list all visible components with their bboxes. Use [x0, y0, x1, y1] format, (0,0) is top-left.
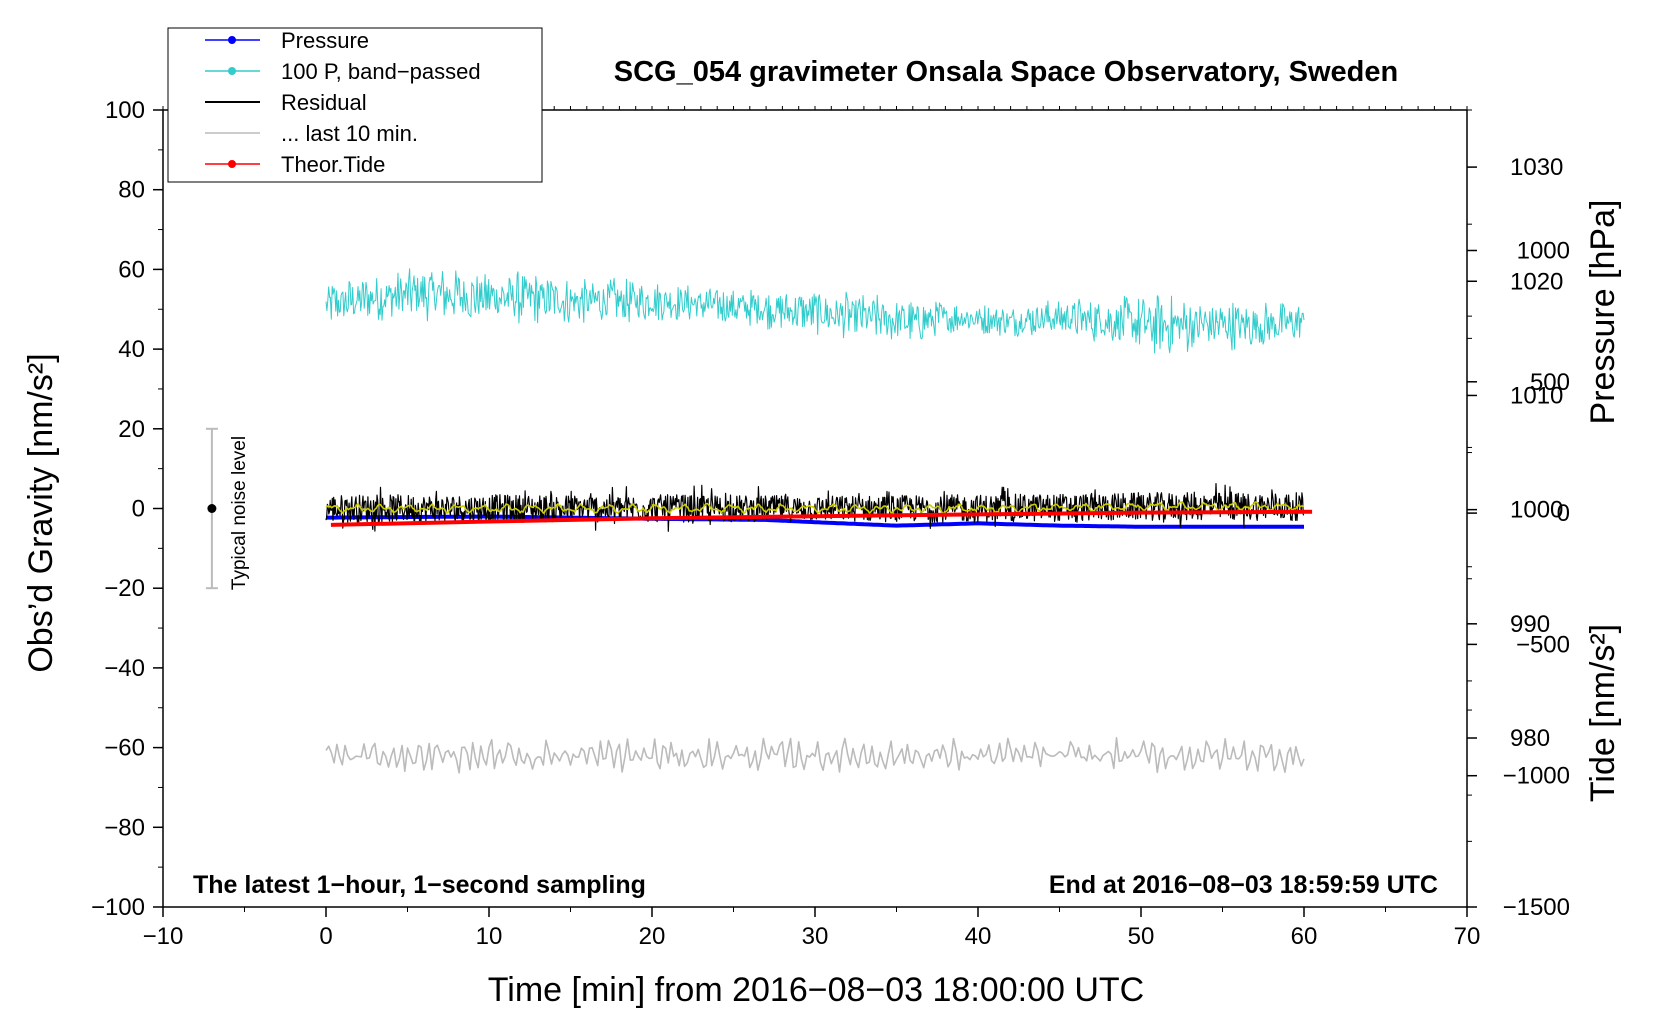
- legend-item-pressure-marker: [228, 36, 236, 44]
- pressure-tick-label: 990: [1510, 611, 1550, 638]
- tide-tick-label: −1500: [1503, 894, 1570, 921]
- legend: Pressure 100 P, band−passed Residual ... la…: [167, 27, 543, 183]
- y-tick-label: 100: [105, 97, 145, 124]
- plot-series: [205, 268, 1313, 774]
- series-theor-tide: [330, 509, 1313, 527]
- legend-item-100-p-band-passed-label: 100 P, band−passed: [281, 59, 481, 84]
- x-tick-label: 40: [965, 923, 992, 950]
- x-tick-label: 10: [476, 923, 503, 950]
- series-last-10-min: [325, 737, 1305, 774]
- series-100-p-band-passed: [325, 268, 1305, 354]
- legend-item-theor-tide-label: Theor.Tide: [281, 152, 385, 177]
- pressure-tick-label: 1030: [1510, 154, 1563, 181]
- pressure-tick-label: 1010: [1510, 382, 1563, 409]
- x-tick-label: 50: [1128, 923, 1155, 950]
- chart-title: SCG_054 gravimeter Onsala Space Observat…: [614, 56, 1398, 88]
- x-tick-label: 0: [319, 923, 332, 950]
- x-tick-label: 70: [1454, 923, 1481, 950]
- y-tick-label: −20: [104, 575, 145, 602]
- pressure-tick-label: 1020: [1510, 268, 1563, 295]
- x-tick-label: 20: [639, 923, 666, 950]
- legend-item-last-10-min-label: ... last 10 min.: [281, 121, 418, 146]
- y-axis-title-left: Obs’d Gravity [nm/s²]: [22, 353, 60, 672]
- tide-tick-label: 500: [1530, 369, 1570, 396]
- series-residual-smoothed: [325, 501, 1305, 515]
- x-tick-label: −10: [143, 923, 184, 950]
- noise-level-label: Typical noise level: [229, 436, 250, 590]
- pressure-tick-label: 980: [1510, 725, 1550, 752]
- legend-item-theor-tide-marker: [228, 160, 236, 168]
- noise-bar-center: [207, 504, 217, 513]
- note-sampling: The latest 1−hour, 1−second sampling: [193, 871, 646, 899]
- y-tick-label: −40: [104, 655, 145, 682]
- x-tick-label: 30: [802, 923, 829, 950]
- legend-box: [167, 27, 543, 183]
- tide-tick-label: −1000: [1503, 763, 1570, 790]
- plot-ticks: −10 0 10 20 30 40 50 60 70100806040200−20−40−60−…: [91, 97, 1570, 950]
- y-axis-title-tide: Tide [nm/s²]: [1584, 624, 1622, 802]
- note-end-time: End at 2016−08−03 18:59:59 UTC: [1049, 871, 1438, 899]
- y-tick-label: 80: [118, 177, 145, 204]
- y-tick-label: 40: [118, 336, 145, 363]
- tide-tick-label: 0: [1557, 500, 1570, 527]
- pressure-tick-label: 1000: [1510, 497, 1563, 524]
- tide-tick-label: 1000: [1517, 237, 1570, 264]
- legend-item-100-p-band-passed-marker: [228, 67, 236, 75]
- tide-tick-label: −500: [1516, 631, 1570, 658]
- y-tick-label: 60: [118, 256, 145, 283]
- legend-item-pressure-label: Pressure: [281, 28, 369, 53]
- y-tick-label: −80: [104, 814, 145, 841]
- y-tick-label: 0: [132, 496, 145, 523]
- x-tick-label: 60: [1291, 923, 1318, 950]
- series-residual: [325, 483, 1305, 532]
- y-axis-title-pressure: Pressure [hPa]: [1584, 200, 1622, 425]
- y-tick-label: −60: [104, 735, 145, 762]
- x-axis-title: Time [min] from 2016−08−03 18:00:00 UTC: [488, 971, 1144, 1009]
- y-tick-label: −100: [91, 894, 145, 921]
- y-tick-label: 20: [118, 416, 145, 443]
- legend-item-residual-label: Residual: [281, 90, 367, 115]
